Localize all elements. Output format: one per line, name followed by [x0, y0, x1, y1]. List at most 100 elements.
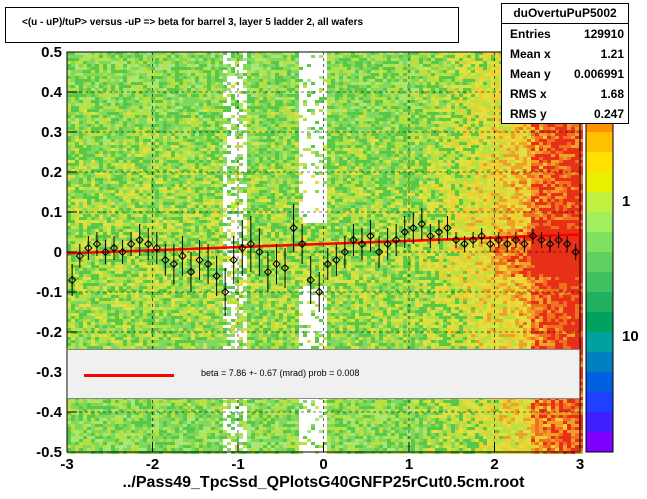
legend-entry: beta = 7.86 +- 0.67 (mrad) prob = 0.008: [201, 368, 360, 378]
data-point: [520, 239, 529, 249]
stats-row-entries: Entries 129910: [502, 24, 628, 44]
x-axis-label: ../Pass49_TpcSsd_QPlotsG40GNFP25rCut0.5c…: [122, 474, 525, 491]
data-point: [460, 239, 469, 249]
stats-name: duOvertuPuP5002: [502, 4, 628, 24]
data-point: [340, 247, 350, 257]
x-tick-label: 2: [490, 456, 498, 473]
axes-layer: -3 -2 -1 0 1 2 3 -0.5 -0.4 -0.3 -0.2 -0.1 0 0.1 0.2 0.3…: [36, 44, 584, 473]
data-point: [238, 243, 247, 253]
colorbar-swatch: [586, 392, 613, 413]
y-tick-label: 0: [54, 244, 62, 261]
data-point: [349, 235, 358, 245]
data-point: [92, 239, 102, 249]
colorbar-swatch: [586, 312, 613, 333]
colorbar-swatch: [586, 132, 613, 153]
stats-label: Entries: [510, 27, 551, 41]
fit-line-layer: [66, 233, 581, 255]
data-point: [186, 267, 196, 277]
data-point: [280, 263, 290, 273]
data-point: [545, 239, 555, 249]
y-tick-label: 0.4: [41, 84, 63, 101]
data-point: [195, 255, 204, 265]
data-point: [434, 227, 444, 237]
y-tick-label: 0.5: [41, 44, 62, 61]
data-point: [315, 287, 324, 297]
data-point: [357, 239, 367, 249]
data-point: [169, 259, 179, 269]
y-tick-label: -0.1: [36, 284, 62, 301]
y-tick-label: 0.1: [41, 204, 62, 221]
stats-label: RMS x: [510, 87, 547, 101]
x-tick-label: -1: [231, 456, 244, 473]
data-point: [212, 271, 221, 281]
data-point: [417, 219, 427, 229]
data-point: [503, 239, 512, 249]
data-point: [409, 223, 418, 233]
stats-row-rms-x: RMS x 1.68: [502, 84, 628, 104]
data-point: [203, 259, 213, 269]
data-point: [477, 231, 486, 241]
data-point: [263, 267, 273, 277]
stats-value: 0.006991: [573, 67, 624, 81]
colorbar-swatch: [586, 272, 613, 293]
data-point: [161, 255, 170, 265]
stats-label: Mean x: [510, 47, 551, 61]
data-point: [332, 255, 341, 265]
colorbar-swatch: [586, 212, 613, 233]
fit-line: [66, 233, 581, 255]
stats-row-mean-y: Mean y 0.006991: [502, 64, 628, 84]
x-tick-label: 1: [405, 456, 413, 473]
data-point: [220, 287, 230, 297]
colorbar-swatch: [586, 332, 613, 353]
data-point: [126, 239, 136, 249]
data-point: [374, 247, 384, 257]
x-tick-label: 0: [319, 456, 327, 473]
stats-row-mean-x: Mean x 1.21: [502, 44, 628, 64]
data-point: [178, 251, 187, 261]
y-tick-label: 0.3: [41, 124, 62, 141]
data-point: [246, 239, 256, 249]
data-point: [468, 235, 478, 245]
legend: beta = 7.86 +- 0.67 (mrad) prob = 0.008: [67, 349, 580, 399]
data-point: [486, 239, 495, 249]
colorbar-swatch: [586, 432, 613, 453]
colorbar-tick-label: 10: [622, 328, 639, 345]
data-point: [135, 235, 144, 245]
y-tick-label: -0.2: [36, 324, 62, 341]
data-point: [391, 235, 401, 245]
x-tick-label: -3: [60, 456, 73, 473]
data-point: [109, 243, 119, 253]
stats-value: 0.247: [593, 107, 624, 121]
data-point: [229, 255, 238, 265]
legend-line-swatch: [84, 374, 174, 377]
stats-box: duOvertuPuP5002 Entries 129910 Mean x 1.…: [501, 3, 629, 124]
data-point: [571, 247, 580, 257]
colorbar-swatch: [586, 152, 613, 173]
colorbar-swatch: [586, 292, 613, 313]
data-point: [144, 239, 153, 249]
colorbar-swatch: [586, 412, 613, 433]
chart-title-text: <(u - uP)/tuP> versus -uP => beta for ba…: [22, 17, 364, 28]
colorbar-swatch: [586, 252, 613, 273]
y-tick-label: -0.3: [36, 364, 62, 381]
data-point: [101, 247, 110, 257]
data-point: [511, 235, 521, 245]
colorbar-tick-label: 1: [622, 193, 630, 210]
data-point: [366, 231, 375, 241]
data-point: [554, 235, 563, 245]
data-point: [75, 251, 85, 261]
stats-value: 129910: [583, 27, 624, 41]
data-point: [443, 223, 452, 233]
data-point: [67, 275, 77, 285]
data-point: [272, 259, 281, 269]
data-point: [306, 275, 315, 285]
stats-row-rms-y: RMS y 0.247: [502, 104, 628, 124]
data-point: [152, 243, 161, 253]
profile-points-layer: [67, 204, 580, 316]
colorbar-swatch: [586, 232, 613, 253]
y-tick-label: -0.5: [36, 444, 62, 461]
data-point: [383, 239, 392, 249]
data-point: [255, 247, 264, 257]
colorbar-swatch: [586, 352, 613, 373]
